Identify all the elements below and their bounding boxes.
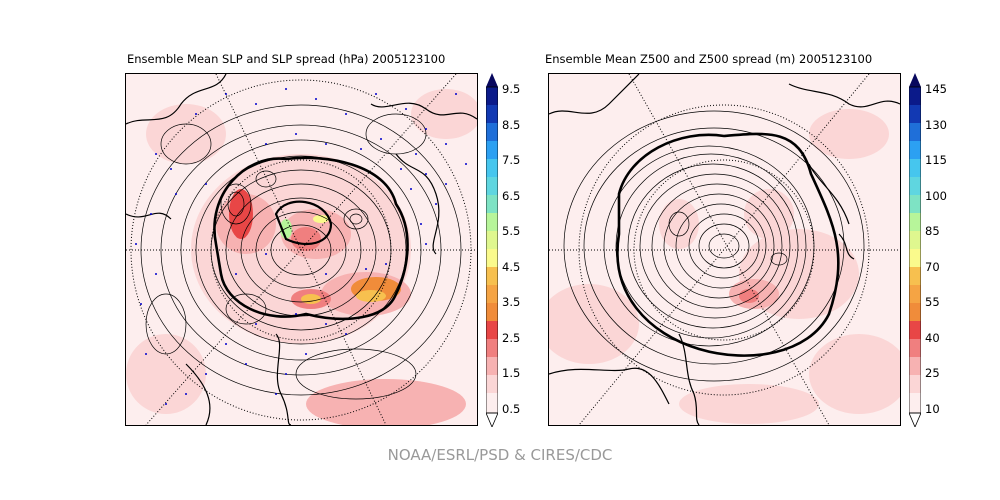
left-colorbar-label: 2.5 [502, 331, 521, 345]
right-map [548, 73, 901, 426]
left-colorbar-label: 8.5 [502, 118, 521, 132]
left-colorbar-label: 3.5 [502, 295, 521, 309]
left-map-title: Ensemble Mean SLP and SLP spread (hPa) 2… [127, 52, 446, 66]
left-colorbar-label: 6.5 [502, 189, 521, 203]
z500-spread-map [549, 74, 900, 425]
left-colorbar [485, 73, 499, 429]
slp-spread-map [126, 74, 477, 425]
right-colorbar-label: 25 [925, 366, 940, 380]
left-colorbar-label: 9.5 [502, 82, 521, 96]
left-map [125, 73, 478, 426]
left-colorbar-label: 5.5 [502, 224, 521, 238]
right-colorbar [908, 73, 922, 429]
right-map-title: Ensemble Mean Z500 and Z500 spread (m) 2… [545, 52, 873, 66]
left-colorbar-label: 4.5 [502, 260, 521, 274]
right-colorbar-label: 130 [925, 118, 947, 132]
right-colorbar-label: 145 [925, 82, 947, 96]
right-colorbar-label: 10 [925, 402, 940, 416]
left-colorbar-label: 1.5 [502, 366, 521, 380]
right-colorbar-label: 100 [925, 189, 947, 203]
right-colorbar-label: 55 [925, 295, 940, 309]
right-colorbar-scale [908, 73, 922, 429]
left-colorbar-scale [485, 73, 499, 429]
right-colorbar-label: 40 [925, 331, 940, 345]
right-colorbar-label: 85 [925, 224, 940, 238]
footer-credit: NOAA/ESRL/PSD & CIRES/CDC [387, 446, 613, 464]
right-colorbar-label: 70 [925, 260, 940, 274]
left-colorbar-label: 7.5 [502, 153, 521, 167]
left-colorbar-label: 0.5 [502, 402, 521, 416]
right-colorbar-label: 115 [925, 153, 947, 167]
